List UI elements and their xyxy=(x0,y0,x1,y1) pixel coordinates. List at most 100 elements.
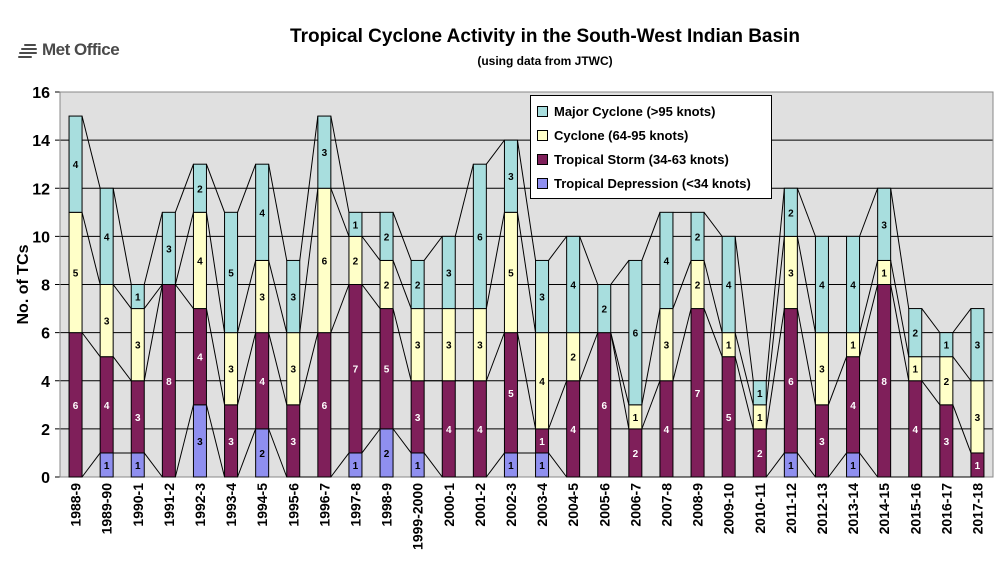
bar-major xyxy=(503,139,518,213)
legend-swatch-major xyxy=(537,105,548,117)
bar-major xyxy=(628,259,643,406)
bar-value-label: 1 xyxy=(539,461,545,472)
y-tick-label: 8 xyxy=(41,278,50,295)
series-connector xyxy=(330,188,350,237)
bar-major xyxy=(970,308,985,382)
bar-value-label: 4 xyxy=(259,208,265,219)
series-connector xyxy=(423,236,443,261)
x-category-label: 1994-5 xyxy=(254,483,270,527)
series-connector xyxy=(112,188,132,285)
series-connector xyxy=(610,332,630,405)
series-connector xyxy=(548,236,568,261)
bar-major xyxy=(410,259,425,310)
bar-value-label: 5 xyxy=(508,268,514,279)
bar-major xyxy=(535,259,550,334)
bar-value-label: 4 xyxy=(570,281,576,292)
bar-value-label: 4 xyxy=(104,401,110,412)
bar-major xyxy=(908,308,923,358)
bar-value-label: 3 xyxy=(228,437,234,448)
bar-value-label: 4 xyxy=(912,425,918,436)
series-connector xyxy=(952,356,972,382)
bar-value-label: 1 xyxy=(788,461,794,472)
bar-major xyxy=(255,163,270,261)
series-connector xyxy=(143,452,163,478)
legend-item-storm: Tropical Storm (34-63 knots) xyxy=(537,147,765,171)
bar-major xyxy=(783,187,798,237)
bar-major xyxy=(939,332,954,358)
bar-value-label: 5 xyxy=(726,413,732,424)
series-connector xyxy=(485,332,505,381)
bar-value-label: 4 xyxy=(664,256,670,267)
bar-major xyxy=(472,163,487,310)
bar-value-label: 6 xyxy=(73,401,79,412)
bar-value-label: 3 xyxy=(415,413,421,424)
x-category-label: 2007-8 xyxy=(658,483,674,527)
bar-value-label: 1 xyxy=(726,341,732,352)
x-category-label: 1998-9 xyxy=(379,483,395,527)
series-connector xyxy=(112,356,132,382)
series-connector xyxy=(299,188,319,333)
bar-value-label: 4 xyxy=(664,425,670,436)
bar-value-label: 3 xyxy=(881,220,887,231)
series-connector xyxy=(734,236,754,381)
bar-value-label: 2 xyxy=(757,449,763,460)
x-category-label: 1995-6 xyxy=(285,483,301,527)
bar-value-label: 3 xyxy=(944,437,950,448)
series-connector xyxy=(174,212,194,285)
bar-value-label: 2 xyxy=(384,281,390,292)
series-connector xyxy=(237,260,257,333)
series-connector xyxy=(112,284,132,309)
bar-value-label: 3 xyxy=(819,365,825,376)
series-connector xyxy=(174,404,194,478)
series-connector xyxy=(859,284,879,357)
bar-value-label: 3 xyxy=(975,413,981,424)
series-connector xyxy=(703,260,723,333)
bar-value-label: 4 xyxy=(477,425,483,436)
series-connector xyxy=(205,308,226,405)
met-office-logo: Met Office xyxy=(18,40,120,60)
series-connector xyxy=(392,428,412,454)
bar-value-label: 3 xyxy=(446,268,452,279)
bar-value-label: 1 xyxy=(850,461,856,472)
legend-label-depression: Tropical Depression (<34 knots) xyxy=(554,175,751,191)
series-connector xyxy=(143,212,163,285)
x-category-label: 1988-9 xyxy=(68,483,84,527)
bar-value-label: 4 xyxy=(259,377,265,388)
bar-value-label: 3 xyxy=(664,341,670,352)
bar-major xyxy=(192,163,207,213)
series-connector xyxy=(921,308,941,333)
bar-major xyxy=(130,284,145,310)
x-category-label: 2003-4 xyxy=(534,483,550,527)
series-connector xyxy=(392,260,412,309)
series-connector xyxy=(237,332,257,405)
y-tick-label: 4 xyxy=(41,374,50,391)
legend-label-storm: Tropical Storm (34-63 knots) xyxy=(554,151,729,167)
x-category-label: 1997-8 xyxy=(347,483,363,527)
series-connector xyxy=(268,428,288,478)
y-tick-label: 2 xyxy=(41,422,50,439)
series-connector xyxy=(361,236,381,261)
series-connector xyxy=(81,212,101,285)
series-connector xyxy=(828,452,847,478)
series-connector xyxy=(392,308,412,381)
series-connector xyxy=(268,164,288,261)
y-tick-label: 0 xyxy=(41,470,50,487)
bar-major xyxy=(286,259,301,334)
bar-value-label: 2 xyxy=(197,184,203,195)
bar-major xyxy=(659,211,674,310)
x-category-label: 2009-10 xyxy=(721,483,737,535)
bar-value-label: 4 xyxy=(726,281,732,292)
y-tick-label: 10 xyxy=(32,229,50,246)
series-connector xyxy=(485,212,505,309)
bar-value-label: 3 xyxy=(446,341,452,352)
series-connector xyxy=(765,452,785,478)
bar-value-label: 1 xyxy=(135,461,141,472)
bar-value-label: 1 xyxy=(881,268,887,279)
bar-value-label: 2 xyxy=(912,329,918,340)
x-category-label: 1993-4 xyxy=(223,483,239,527)
legend-swatch-cyclone xyxy=(537,129,548,141)
bar-value-label: 4 xyxy=(104,232,110,243)
legend-swatch-storm xyxy=(537,153,548,165)
bar-value-label: 3 xyxy=(166,244,172,255)
